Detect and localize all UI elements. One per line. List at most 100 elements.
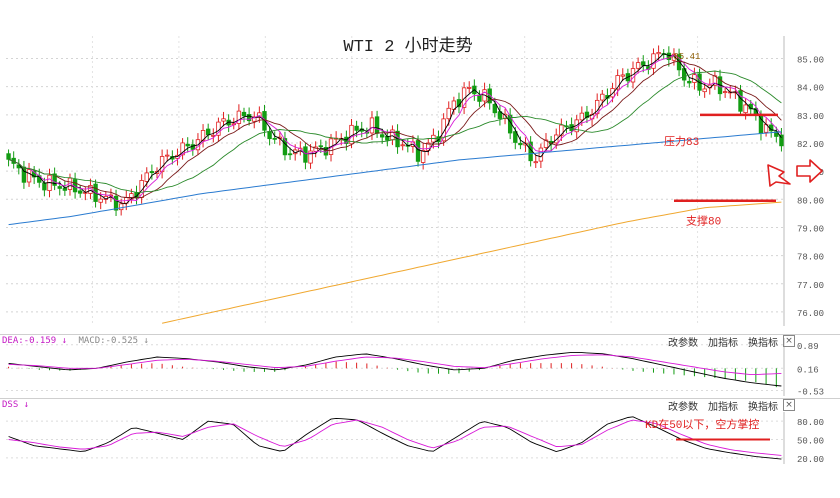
- y-tick-label: 80.00: [797, 196, 824, 206]
- candle-body: [579, 112, 585, 121]
- y-tick-label: 78.00: [797, 253, 824, 263]
- candle-body: [287, 153, 293, 156]
- kd-legend: DSS ↓: [2, 400, 35, 410]
- candle-body: [113, 195, 119, 211]
- ma-dark-line: [8, 60, 782, 199]
- candle-body: [722, 91, 728, 93]
- dss-legend: DSS ↓: [2, 400, 30, 410]
- candle-body: [6, 153, 11, 160]
- candle-body: [420, 150, 426, 163]
- candle-body: [702, 88, 707, 93]
- candle-body: [635, 62, 641, 69]
- ma-long-line: [8, 70, 782, 193]
- candle-body: [467, 86, 472, 89]
- candle-body: [446, 107, 451, 120]
- candle-body: [303, 146, 308, 163]
- candle-body: [554, 134, 559, 144]
- dif-line: [8, 351, 782, 387]
- edit-params-button[interactable]: 改参数: [668, 338, 698, 349]
- candle-body: [267, 131, 272, 140]
- y-tick-label: 82.00: [797, 140, 824, 150]
- candle-body: [57, 186, 62, 189]
- candle-body: [282, 138, 288, 156]
- candle-body: [165, 154, 170, 157]
- y-tick-label: 50.00: [797, 437, 824, 447]
- candle-body: [738, 90, 743, 112]
- candle-body: [533, 161, 538, 164]
- support-label: 支撑80: [686, 214, 721, 229]
- candle-body: [149, 171, 155, 174]
- y-tick-label: 76.00: [797, 309, 824, 319]
- y-tick-label: 0.16: [797, 365, 819, 375]
- macd-header: DEA:-0.159 ↓ MACD:-0.525 ↓ 改参数 加指标 换指标 ×: [0, 334, 840, 350]
- kd-panel: 80.00 50.00 20.00 KD在50以下，空方掌控 DSS ↓ 改参数 加指…: [0, 398, 840, 498]
- candle-body: [513, 131, 518, 143]
- candle-body: [185, 143, 190, 147]
- y-tick-label: 84.00: [797, 84, 824, 94]
- candle-body: [31, 170, 37, 178]
- candle-body: [272, 137, 277, 140]
- candle-body: [518, 142, 523, 146]
- candle-body: [118, 203, 124, 211]
- candle-body: [426, 142, 431, 151]
- candle-body: [144, 172, 149, 182]
- y-tick-label: 85.00: [797, 56, 824, 66]
- resistance-label: 压力83: [664, 135, 699, 149]
- candle-body: [651, 53, 656, 69]
- candle-body: [236, 110, 242, 124]
- y-tick-label: 83.00: [797, 112, 824, 122]
- candle-body: [620, 74, 625, 77]
- macd-legend: DEA:-0.159 ↓ MACD:-0.525 ↓: [2, 336, 155, 346]
- macd-panel: 0.89 0.16 -0.53 DEA:-0.159 ↓ MACD:-0.525 ↓…: [0, 334, 840, 398]
- candle-body: [584, 111, 590, 118]
- k-line: [8, 416, 782, 460]
- candle-body: [221, 118, 226, 122]
- edit-params-button[interactable]: 改参数: [668, 402, 698, 413]
- kd-chart: 80.00 50.00 20.00 KD在50以下，空方掌控: [0, 398, 840, 465]
- close-icon[interactable]: ×: [783, 399, 795, 411]
- candle-body: [461, 87, 467, 108]
- price-panel: 85.0084.0083.0082.0081.0080.0079.0078.00…: [6, 36, 824, 326]
- macd-value-legend: MACD:-0.525 ↓: [78, 336, 149, 346]
- add-indicator-button[interactable]: 加指标: [708, 338, 738, 349]
- candle-body: [98, 198, 103, 203]
- candle-body: [205, 128, 211, 136]
- candle-body: [477, 94, 482, 102]
- switch-indicator-button[interactable]: 换指标: [748, 402, 778, 413]
- candle-body: [374, 116, 380, 134]
- candle-body: [487, 88, 492, 104]
- down-arrow-icon: [767, 164, 791, 187]
- candle-body: [252, 116, 257, 122]
- ma-orange-line: [161, 201, 782, 324]
- kd-annotation: KD在50以下，空方掌控: [645, 417, 759, 432]
- y-tick-label: 79.00: [797, 224, 824, 234]
- candle-body: [543, 139, 549, 148]
- add-indicator-button[interactable]: 加指标: [708, 402, 738, 413]
- candle-body: [159, 156, 165, 173]
- candle-body: [318, 145, 323, 148]
- price-chart: 85.0084.0083.0082.0081.0080.0079.0078.00…: [6, 36, 824, 326]
- candle-body: [441, 118, 446, 142]
- y-tick-label: 77.00: [797, 281, 824, 291]
- dea-legend: DEA:-0.159 ↓: [2, 336, 68, 346]
- candle-body: [380, 134, 385, 138]
- candle-body: [369, 117, 375, 134]
- peak-label: ←85.41: [668, 52, 700, 62]
- candle-body: [308, 150, 313, 164]
- right-arrow-icon: [796, 159, 823, 183]
- candle-body: [180, 142, 185, 156]
- macd-chart: 0.89 0.16 -0.53: [0, 334, 840, 398]
- candle-body: [774, 131, 779, 137]
- candle-body: [615, 75, 620, 90]
- candle-body: [26, 169, 32, 183]
- ma-mid-line: [8, 54, 782, 202]
- candle-body: [502, 113, 508, 119]
- candle-body: [354, 125, 359, 131]
- ma-blue-line: [8, 131, 782, 226]
- close-icon[interactable]: ×: [783, 335, 795, 347]
- candle-body: [415, 140, 421, 162]
- y-tick-label: 20.00: [797, 455, 824, 465]
- candle-body: [492, 103, 498, 114]
- switch-indicator-button[interactable]: 换指标: [748, 338, 778, 349]
- candle-body: [687, 80, 692, 84]
